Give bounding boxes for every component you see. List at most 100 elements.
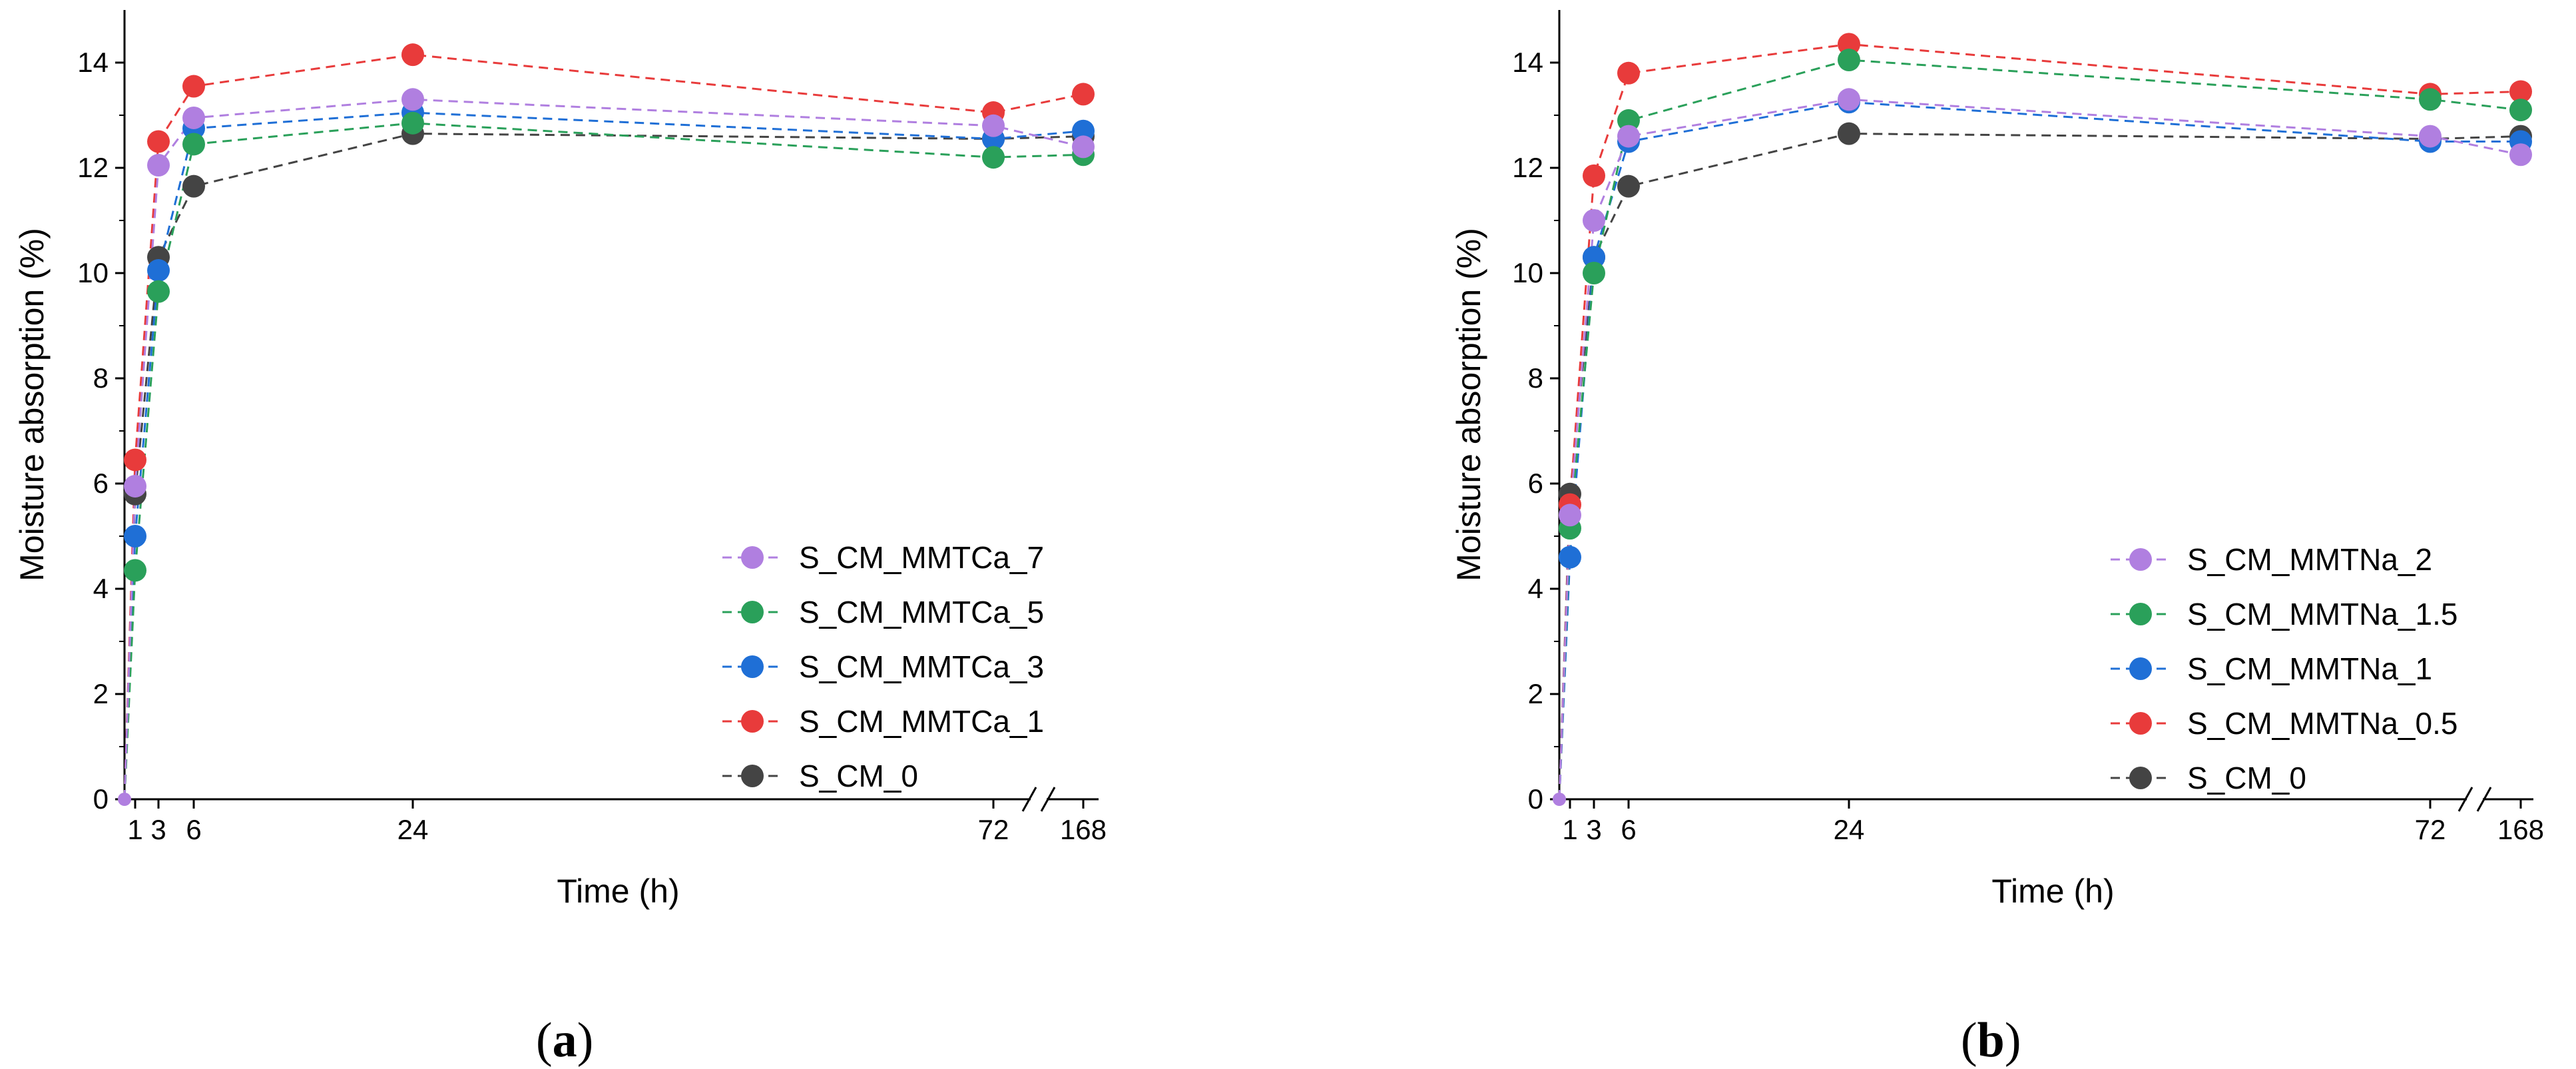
data-point [1838, 88, 1860, 111]
y-tick-label: 4 [1528, 573, 1543, 604]
x-tick-label: 1 [127, 814, 142, 845]
panel-label-a: (a) [536, 1013, 594, 1068]
x-tick-label: 72 [2415, 814, 2446, 845]
y-tick-label: 2 [93, 678, 109, 709]
data-point [2509, 99, 2532, 122]
x-tick-label: 6 [1621, 814, 1636, 845]
legend-marker [741, 601, 764, 623]
data-point [401, 43, 424, 67]
data-point [982, 146, 1005, 169]
data-point [1617, 175, 1640, 198]
data-point [1617, 125, 1640, 148]
series-line [123, 122, 1084, 800]
x-tick-label: 168 [2497, 814, 2544, 845]
data-point [124, 559, 146, 582]
y-tick-label: 6 [1528, 468, 1543, 499]
data-point [982, 114, 1005, 137]
legend-marker [2129, 767, 2152, 789]
y-tick-label: 10 [77, 257, 109, 288]
legend-marker [741, 710, 764, 733]
data-point [1072, 135, 1095, 159]
series-line [1558, 59, 2521, 800]
series-line [123, 111, 1084, 800]
data-point [1559, 504, 1581, 527]
x-tick-label: 72 [978, 814, 1009, 845]
legend-entry: S_CM_MMTCa_3 [799, 649, 1044, 684]
data-point [182, 133, 205, 156]
y-tick-label: 8 [1528, 362, 1543, 394]
y-axis-label: Moisture absorption (%) [1450, 228, 1487, 581]
data-point [401, 111, 424, 135]
series-line [123, 133, 1084, 800]
data-point [182, 106, 205, 129]
data-point [147, 259, 170, 282]
x-axis-label: Time (h) [557, 873, 679, 910]
series-line [123, 98, 1084, 800]
data-point [1838, 49, 1860, 72]
legend-marker [2129, 548, 2152, 571]
data-point [1583, 164, 1605, 187]
panel-label-b: (b) [1961, 1013, 2021, 1068]
legend-marker [2129, 657, 2152, 680]
data-point [2419, 88, 2442, 111]
y-axis-label: Moisture absorption (%) [13, 228, 51, 581]
legend-entry: S_CM_MMTCa_1 [799, 704, 1044, 739]
legend-entry: S_CM_MMTNa_1.5 [2187, 597, 2457, 631]
data-point [1583, 209, 1605, 232]
data-point [182, 75, 205, 98]
axis-break-mark [2457, 787, 2473, 812]
data-point [1838, 33, 1860, 56]
data-point [147, 154, 170, 177]
legend-marker [741, 765, 764, 787]
data-point [147, 280, 170, 303]
data-point [124, 474, 146, 498]
data-point [147, 130, 170, 153]
data-point [2509, 80, 2532, 103]
y-tick-label: 12 [1512, 152, 1543, 183]
legend-entry: S_CM_MMTNa_2 [2187, 542, 2432, 577]
series-line [1558, 101, 2521, 800]
data-point [182, 175, 205, 198]
y-tick-label: 0 [1528, 783, 1543, 815]
y-tick-label: 6 [93, 468, 109, 499]
data-point [1553, 793, 1566, 806]
x-tick-label: 168 [1060, 814, 1107, 845]
legend-entry: S_CM_0 [2187, 761, 2306, 795]
series-line [1558, 98, 2521, 800]
legend-marker [741, 546, 764, 569]
x-tick-label: 24 [1834, 814, 1865, 845]
y-tick-label: 4 [93, 573, 109, 604]
y-tick-label: 0 [93, 783, 109, 815]
legend-entry: S_CM_0 [799, 759, 918, 793]
y-tick-label: 8 [93, 362, 109, 394]
axis-break-mark [2476, 787, 2492, 812]
data-point [1583, 262, 1605, 284]
x-tick-label: 6 [186, 814, 201, 845]
x-tick-label: 1 [1562, 814, 1577, 845]
y-tick-label: 10 [1512, 257, 1543, 288]
data-point [124, 525, 146, 547]
x-tick-label: 24 [397, 814, 429, 845]
x-axis-label: Time (h) [1991, 873, 2114, 910]
y-tick-label: 2 [1528, 678, 1543, 709]
data-point [1072, 119, 1095, 143]
legend-marker [2129, 603, 2152, 625]
legend-marker [2129, 712, 2152, 735]
data-point [1583, 246, 1605, 269]
data-point [1838, 122, 1860, 145]
legend-marker [741, 655, 764, 678]
data-point [2419, 125, 2442, 148]
data-point [124, 448, 146, 472]
y-tick-label: 14 [1512, 47, 1543, 78]
x-tick-label: 3 [150, 814, 166, 845]
axis-break-mark [1021, 787, 1037, 812]
legend-entry: S_CM_MMTNa_1 [2187, 651, 2432, 686]
series-line [123, 53, 1084, 800]
legend-entry: S_CM_MMTNa_0.5 [2187, 706, 2457, 741]
axis-break-mark [1040, 787, 1056, 812]
data-point [1559, 545, 1581, 569]
x-tick-label: 3 [1586, 814, 1601, 845]
